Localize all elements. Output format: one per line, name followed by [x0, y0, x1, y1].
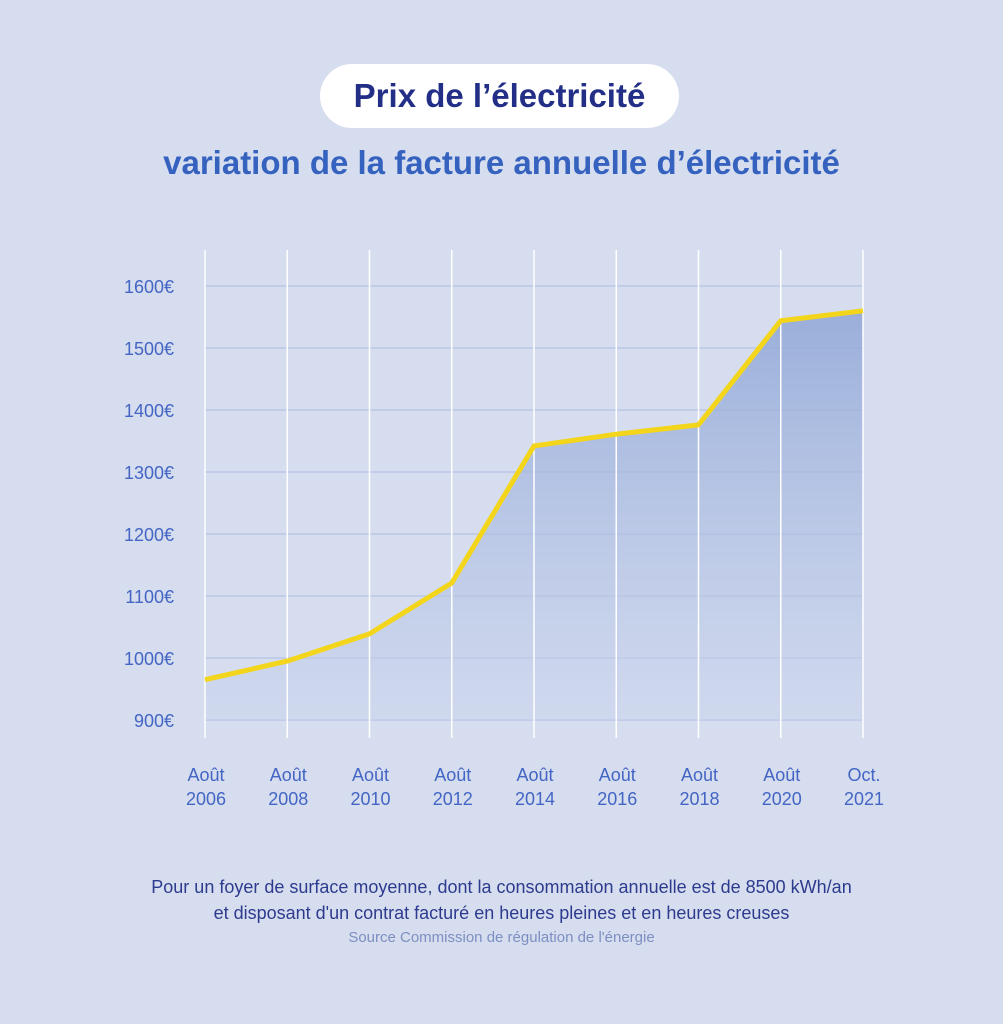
x-tick-label: Août: [352, 765, 389, 785]
source-note: Source Commission de régulation de l'éne…: [348, 929, 655, 946]
x-tick-label: 2020: [762, 789, 802, 809]
y-tick-label: 900€: [134, 711, 174, 731]
x-tick-label: 2010: [350, 789, 390, 809]
x-tick-label: 2016: [597, 789, 637, 809]
x-tick-label: Août: [763, 765, 800, 785]
x-tick-label: 2012: [433, 789, 473, 809]
x-tick-label: 2021: [844, 789, 884, 809]
y-tick-label: 1100€: [125, 587, 174, 607]
x-tick-label: Août: [516, 765, 553, 785]
y-tick-label: 1400€: [124, 401, 174, 421]
y-tick-label: 1600€: [124, 277, 174, 297]
x-tick-label: 2008: [268, 789, 308, 809]
footnote-line-1: Pour un foyer de surface moyenne, dont l…: [151, 877, 852, 897]
x-tick-label: Août: [434, 765, 471, 785]
y-tick-label: 1500€: [124, 339, 174, 359]
x-tick-label: 2018: [679, 789, 719, 809]
footnote: Pour un foyer de surface moyenne, dont l…: [0, 874, 1003, 926]
y-tick-label: 1300€: [124, 463, 174, 483]
x-tick-label: 2014: [515, 789, 555, 809]
title-pill: Prix de l’électricité: [320, 64, 679, 128]
page-title: Prix de l’électricité: [353, 77, 646, 114]
x-tick-label: Août: [599, 765, 636, 785]
y-tick-label: 1200€: [124, 525, 174, 545]
x-tick-label: 2006: [186, 789, 226, 809]
y-tick-label: 1000€: [124, 649, 174, 669]
x-tick-label: Août: [270, 765, 307, 785]
x-tick-label: Août: [187, 765, 224, 785]
x-tick-label: Août: [681, 765, 718, 785]
page-subtitle: variation de la facture annuelle d’élect…: [163, 144, 840, 181]
footnote-line-2: et disposant d'un contrat facturé en heu…: [213, 903, 790, 923]
x-tick-label: Oct.: [847, 765, 880, 785]
